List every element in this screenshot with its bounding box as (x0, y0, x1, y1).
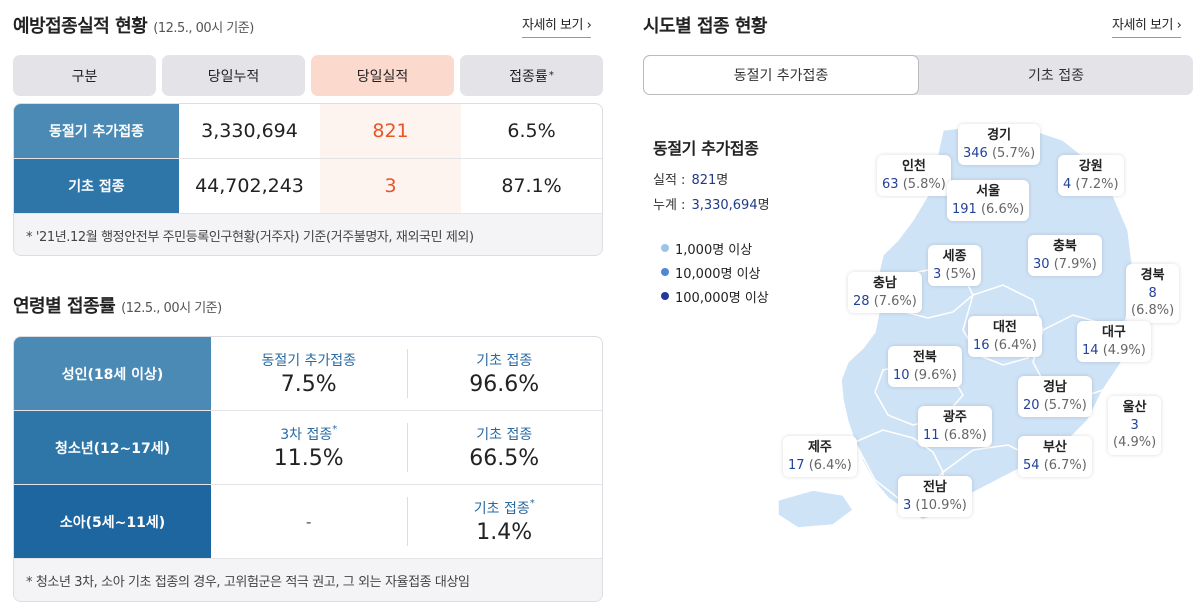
row-label: 동절기 추가접종 (14, 104, 179, 158)
legend-item: 1,000명 이상 (661, 236, 776, 260)
regional-tabs: 동절기 추가접종 기초 접종 (643, 55, 1193, 95)
row-label: 기초 접종 (14, 159, 179, 213)
age-key: 기초 접종 (476, 427, 533, 443)
legend-dot-icon (661, 292, 669, 300)
vaccination-subtitle: (12.5., 00시 기준) (153, 21, 254, 36)
vaccination-title: 예방접종실적 현황 (13, 16, 148, 37)
summary-total: 누계 :3,330,694명 (653, 198, 770, 213)
vaccination-header: 예방접종실적 현황 (12.5., 00시 기준) (13, 12, 254, 38)
age-title: 연령별 접종률 (13, 296, 116, 317)
header-category: 구분 (13, 55, 156, 96)
age-value: 1.4% (476, 520, 533, 545)
region-jeju[interactable]: 제주 17 (6.4%) (783, 436, 857, 478)
daily-value: 3 (320, 159, 461, 213)
vaccination-table: 동절기 추가접종 3,330,694 821 6.5% 기초 접종 44,702… (13, 103, 603, 256)
vaccination-table-header: 구분 당일누적 당일실적 접종률 * (13, 55, 603, 96)
table-row: 성인(18세 이상) 동절기 추가접종 7.5% 기초 접종 96.6% (14, 337, 602, 411)
age-cell-a: - (211, 485, 407, 558)
region-gyeongnam[interactable]: 경남 20 (5.7%) (1018, 376, 1092, 418)
header-rate: 접종률 * (460, 55, 603, 96)
regional-title: 시도별 접종 현황 (643, 16, 767, 37)
summary-title: 동절기 추가접종 (653, 139, 759, 158)
region-busan[interactable]: 부산 54 (6.7%) (1018, 436, 1092, 478)
table-row: 동절기 추가접종 3,330,694 821 6.5% (14, 104, 602, 159)
rate-value: 6.5% (507, 120, 556, 142)
region-chungbuk[interactable]: 충북 30 (7.9%) (1028, 235, 1102, 277)
age-key: 기초 접종 (476, 353, 533, 369)
age-value: 96.6% (469, 372, 540, 397)
age-key: 3차 접종 (280, 427, 333, 443)
region-gyeongbuk[interactable]: 경북 8 (6.8%) (1126, 264, 1180, 323)
tab-winter-booster[interactable]: 동절기 추가접종 (643, 55, 919, 95)
age-row-label: 성인(18세 이상) (14, 337, 211, 410)
age-key: 동절기 추가접종 (261, 353, 357, 369)
legend-item: 10,000명 이상 (661, 260, 776, 284)
region-ulsan[interactable]: 울산 3 (4.9%) (1108, 396, 1162, 455)
table-row: 소아(5세~11세) - 기초 접종* 1.4% (14, 485, 602, 559)
regional-header: 시도별 접종 현황 (643, 12, 767, 38)
cumulative-value: 3,330,694 (201, 120, 298, 142)
vaccination-more-link[interactable]: 자세히 보기 › (522, 14, 592, 38)
table-row: 청소년(12~17세) 3차 접종* 11.5% 기초 접종 66.5% (14, 411, 602, 485)
legend-item: 100,000명 이상 (661, 284, 776, 308)
age-row-label: 청소년(12~17세) (14, 411, 211, 484)
age-value: 7.5% (280, 372, 337, 397)
region-gwangju[interactable]: 광주 11 (6.8%) (918, 406, 992, 448)
legend-dot-icon (661, 244, 669, 252)
age-subtitle: (12.5., 00시 기준) (121, 301, 222, 316)
age-header: 연령별 접종률 (12.5., 00시 기준) (13, 292, 222, 318)
age-empty-value: - (306, 512, 312, 531)
age-key: 기초 접종 (473, 501, 530, 517)
vaccination-note: * '21년.12월 행정안전부 주민등록인구현황(거주자) 기준(거주불명자,… (14, 214, 602, 255)
age-table: 성인(18세 이상) 동절기 추가접종 7.5% 기초 접종 96.6% 청소년… (13, 336, 603, 602)
region-jeonnam[interactable]: 전남 3 (10.9%) (898, 476, 972, 518)
header-cumulative: 당일누적 (162, 55, 305, 96)
region-chungnam[interactable]: 충남 28 (7.6%) (848, 272, 922, 314)
region-incheon[interactable]: 인천 63 (5.8%) (877, 155, 951, 197)
cumulative-value: 44,702,243 (195, 175, 304, 197)
header-daily: 당일실적 (311, 55, 454, 96)
table-row: 기초 접종 44,702,243 3 87.1% (14, 159, 602, 214)
map-legend: 1,000명 이상 10,000명 이상 100,000명 이상 (653, 228, 784, 313)
korea-map: 경기 346 (5.7%) 인천 63 (5.8%) 서울 191 (6.6%)… (643, 100, 1197, 611)
age-cell-b: 기초 접종 96.6% (406, 337, 603, 410)
region-jeonbuk[interactable]: 전북 10 (9.6%) (888, 346, 962, 388)
age-cell-b: 기초 접종 66.5% (406, 411, 603, 484)
regional-summary: 동절기 추가접종 실적 :821명 누계 :3,330,694명 (653, 135, 770, 213)
legend-dot-icon (661, 268, 669, 276)
region-sejong[interactable]: 세종 3 (5%) (928, 245, 982, 287)
rate-value: 87.1% (501, 175, 562, 197)
age-value: 66.5% (469, 446, 540, 471)
age-cell-a: 3차 접종* 11.5% (273, 424, 344, 471)
region-daegu[interactable]: 대구 14 (4.9%) (1077, 321, 1151, 363)
age-cell-a: 동절기 추가접종 7.5% (211, 337, 407, 410)
region-gyeonggi[interactable]: 경기 346 (5.7%) (958, 124, 1041, 166)
region-seoul[interactable]: 서울 191 (6.6%) (947, 180, 1030, 222)
age-cell-b: 기초 접종* 1.4% (406, 485, 603, 558)
age-note: * 청소년 3차, 소아 기초 접종의 경우, 고위험군은 적극 권고, 그 외… (14, 559, 602, 601)
region-daejeon[interactable]: 대전 16 (6.4%) (968, 316, 1042, 358)
region-gangwon[interactable]: 강원 4 (7.2%) (1058, 155, 1124, 197)
age-value: 11.5% (273, 446, 344, 471)
summary-performance: 실적 :821명 (653, 173, 729, 188)
age-row-label: 소아(5세~11세) (14, 485, 211, 558)
tab-basic[interactable]: 기초 접종 (1028, 68, 1084, 84)
daily-value: 821 (320, 104, 461, 158)
regional-more-link[interactable]: 자세히 보기 › (1112, 14, 1182, 38)
